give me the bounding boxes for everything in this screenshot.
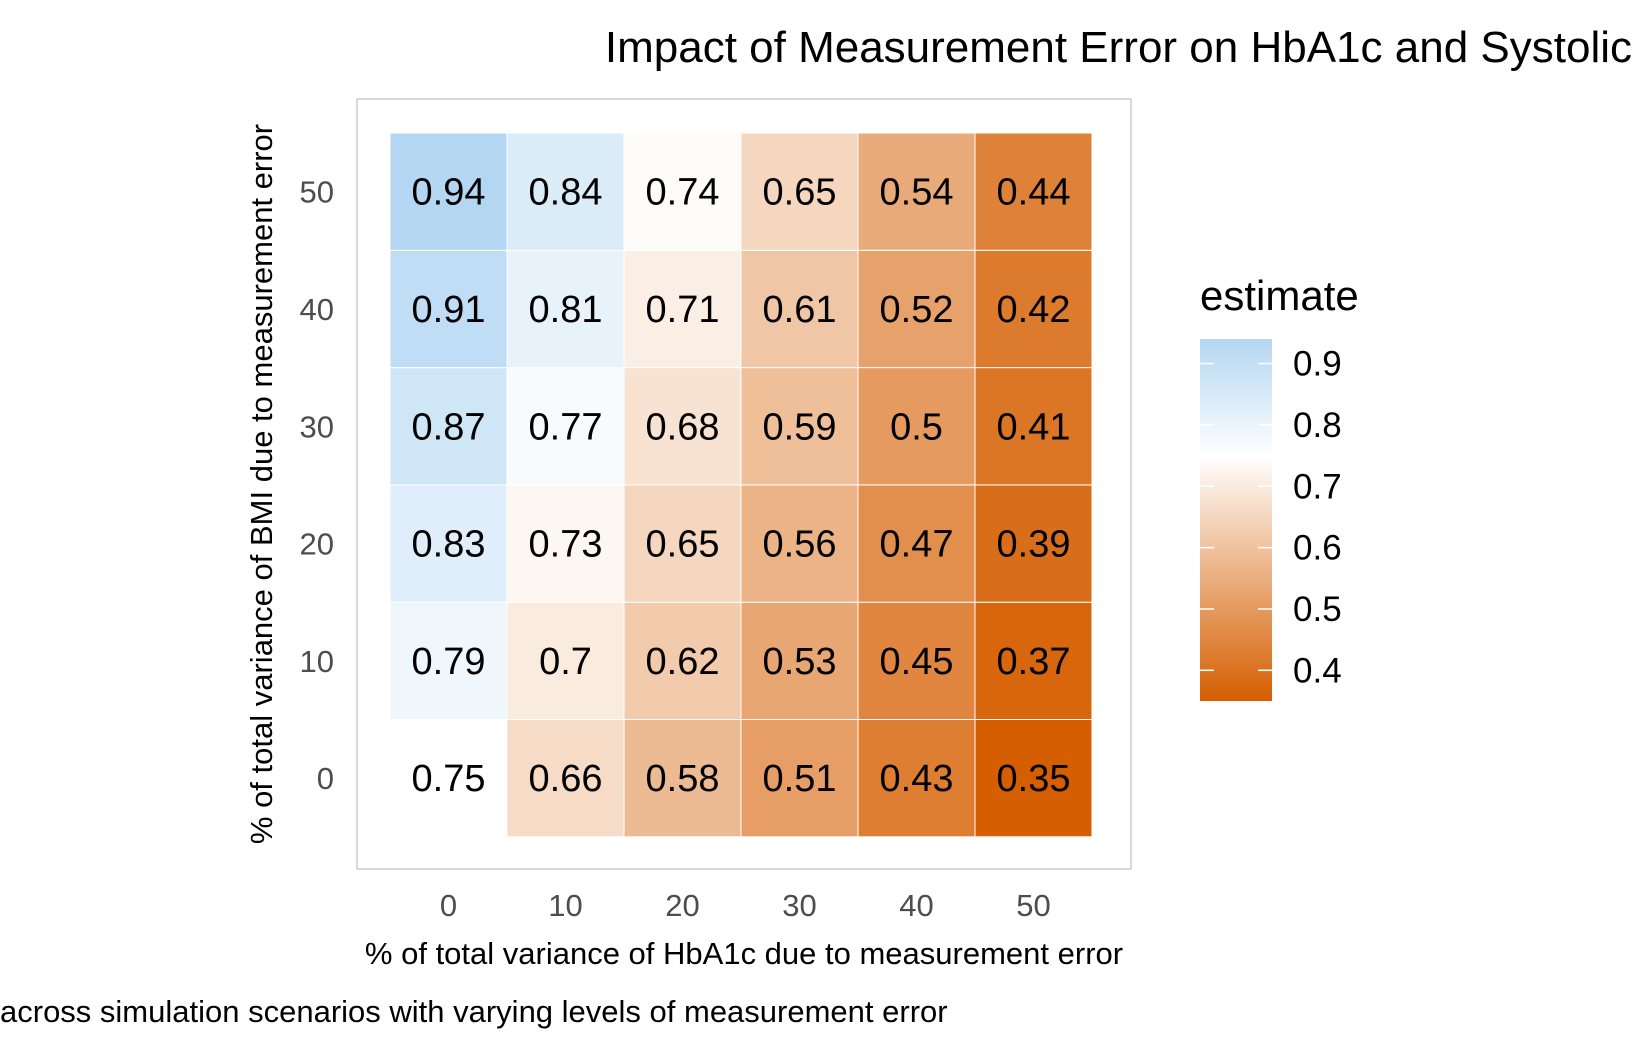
cell-value-label: 0.54 (880, 172, 954, 214)
cell-labels: 0.75 0.66 0.58 0.51 0.43 0.35 0.79 0.7 0.62 0.53 0… (412, 172, 1071, 801)
y-axis-ticks: 0 10 20 30 40 50 (300, 175, 334, 797)
cell-value-label: 0.58 (646, 758, 720, 800)
heatmap-cell (389, 367, 508, 486)
cell-value-label: 0.41 (997, 406, 1071, 448)
cell-value-label: 0.91 (412, 289, 486, 331)
heatmap-cell (740, 719, 859, 838)
x-tick-label: 10 (548, 888, 582, 923)
heatmap-cell (974, 132, 1093, 251)
heatmap-cell (623, 367, 742, 486)
legend-tick-label: 0.7 (1293, 467, 1342, 506)
heatmap-cell (974, 484, 1093, 603)
heatmap-cell (623, 249, 742, 369)
cell-value-label: 0.84 (529, 172, 603, 214)
cell-value-label: 0.71 (646, 289, 720, 331)
cell-value-label: 0.42 (997, 289, 1071, 331)
cell-value-label: 0.74 (646, 172, 720, 214)
cell-value-label: 0.79 (412, 641, 486, 683)
cell-value-label: 0.52 (880, 289, 954, 331)
heatmap-cell (740, 249, 859, 369)
cell-value-label: 0.37 (997, 641, 1071, 683)
y-tick-label: 0 (317, 761, 334, 796)
heatmap-cell (506, 249, 625, 369)
x-tick-label: 50 (1016, 888, 1050, 923)
cell-value-label: 0.35 (997, 758, 1071, 800)
legend-colorbar (1200, 339, 1272, 701)
y-tick-label: 30 (300, 409, 334, 444)
heatmap-cell (506, 601, 625, 721)
x-axis-ticks: 0 10 20 30 40 50 (440, 888, 1051, 923)
heatmap-cell (389, 132, 508, 251)
cell-value-label: 0.94 (412, 172, 486, 214)
heatmap-cell (857, 601, 976, 721)
cell-value-label: 0.43 (880, 758, 954, 800)
heatmap-cell (857, 249, 976, 369)
cell-value-label: 0.44 (997, 172, 1071, 214)
x-tick-label: 0 (440, 888, 457, 923)
cell-value-label: 0.7 (539, 641, 592, 683)
cell-value-label: 0.68 (646, 406, 720, 448)
legend-tick-label: 0.4 (1293, 651, 1342, 690)
cell-value-label: 0.65 (646, 524, 720, 566)
cell-value-label: 0.87 (412, 406, 486, 448)
cell-value-label: 0.65 (763, 172, 837, 214)
heatmap-cell (857, 132, 976, 251)
cell-value-label: 0.77 (529, 406, 603, 448)
legend: estimate 0.9 0.8 0.7 0.6 0.5 0.4 (1200, 272, 1359, 701)
cell-value-label: 0.83 (412, 524, 486, 566)
heatmap-cell (506, 132, 625, 251)
cell-value-label: 0.51 (763, 758, 837, 800)
cell-value-label: 0.81 (529, 289, 603, 331)
cell-value-label: 0.45 (880, 641, 954, 683)
legend-tick-label: 0.5 (1293, 590, 1342, 629)
heatmap-cell (389, 601, 508, 721)
cell-value-label: 0.61 (763, 289, 837, 331)
heatmap-cell (506, 484, 625, 603)
legend-tick-label: 0.9 (1293, 345, 1342, 384)
legend-tick-label: 0.6 (1293, 529, 1342, 568)
heatmap-cell (389, 484, 508, 603)
chart-caption: across simulation scenarios with varying… (0, 994, 948, 1029)
heatmap-cell (974, 367, 1093, 486)
y-tick-label: 40 (300, 292, 334, 327)
cell-value-label: 0.39 (997, 524, 1071, 566)
chart-title: Impact of Measurement Error on HbA1c and… (605, 23, 1632, 72)
x-axis-title: % of total variance of HbA1c due to meas… (365, 936, 1123, 971)
heatmap-cell (974, 249, 1093, 369)
heatmap-cell (740, 367, 859, 486)
heatmap-cells (389, 132, 1093, 838)
x-tick-label: 20 (665, 888, 699, 923)
y-tick-label: 50 (300, 175, 334, 210)
cell-value-label: 0.56 (763, 524, 837, 566)
y-tick-label: 10 (300, 644, 334, 679)
cell-value-label: 0.5 (890, 406, 943, 448)
cell-value-label: 0.66 (529, 758, 603, 800)
y-axis-title: % of total variance of BMI due to measur… (244, 124, 279, 844)
heatmap-cell (974, 719, 1093, 838)
cell-value-label: 0.53 (763, 641, 837, 683)
x-tick-label: 30 (782, 888, 816, 923)
heatmap-cell (623, 484, 742, 603)
heatmap-cell (623, 601, 742, 721)
legend-tick-label: 0.8 (1293, 406, 1342, 445)
panel-border (356, 98, 1132, 870)
heatmap-cell (740, 601, 859, 721)
cell-value-label: 0.73 (529, 524, 603, 566)
cell-value-label: 0.75 (412, 758, 486, 800)
heatmap-cell (974, 601, 1093, 721)
cell-value-label: 0.62 (646, 641, 720, 683)
x-tick-label: 40 (899, 888, 933, 923)
heatmap-cell (389, 249, 508, 369)
heatmap-cell (857, 719, 976, 838)
legend-ticks: 0.9 0.8 0.7 0.6 0.5 0.4 (1200, 345, 1342, 690)
cell-value-label: 0.47 (880, 524, 954, 566)
heatmap-cell (857, 367, 976, 486)
y-tick-label: 20 (300, 527, 334, 562)
cell-value-label: 0.59 (763, 406, 837, 448)
legend-title: estimate (1200, 272, 1359, 319)
heatmap-cell (506, 719, 625, 838)
